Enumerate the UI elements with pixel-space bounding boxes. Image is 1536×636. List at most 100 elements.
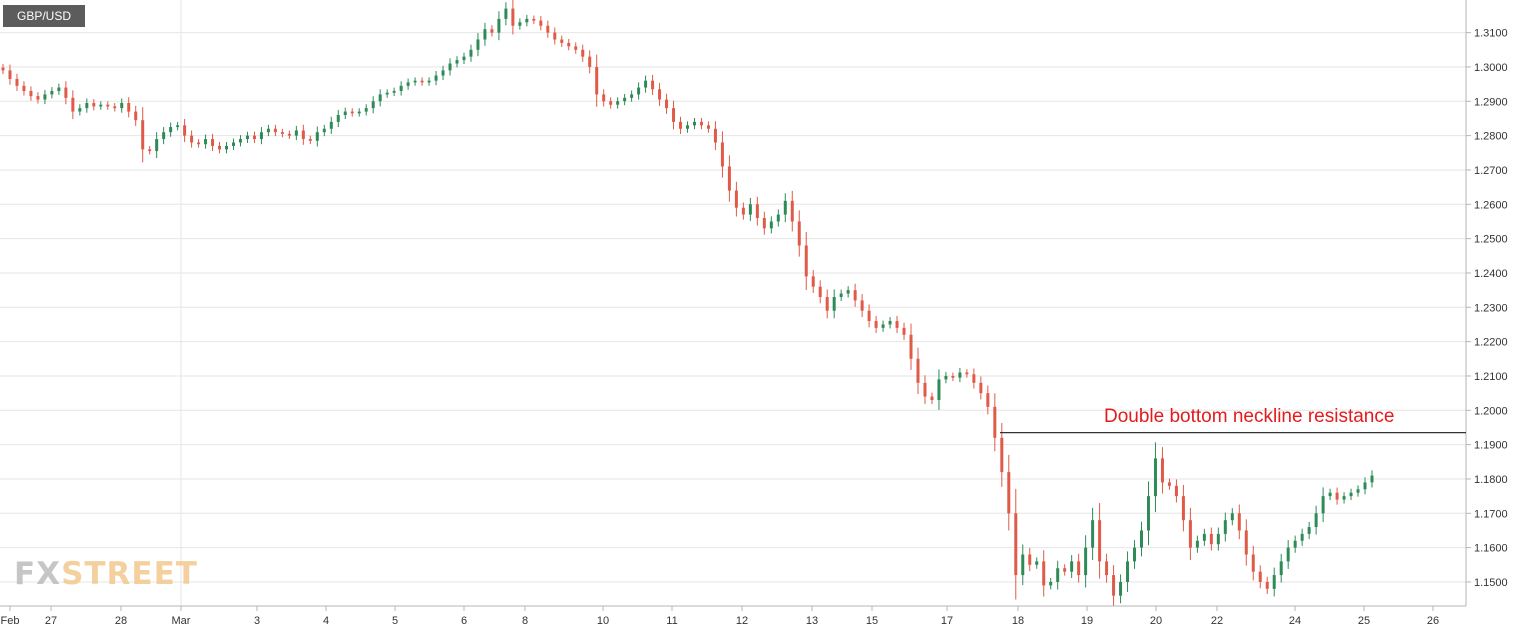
candle-body [616,101,620,105]
candle-body [937,379,941,400]
y-tick-label: 1.1800 [1474,474,1508,486]
candle-body [1223,520,1227,534]
candle-body [651,80,655,90]
candle-body [860,300,864,311]
candle-body [818,286,822,297]
candle-body [141,120,145,150]
candle-body [204,139,208,145]
candle-body [1174,485,1178,497]
candle-body [106,104,110,107]
candle-body [406,82,410,86]
y-tick-label: 1.2100 [1474,371,1508,383]
x-tick-label: 22 [1211,615,1223,627]
candle-body [315,132,319,141]
x-tick-label: 18 [1012,615,1024,627]
candle-body [637,87,641,95]
candle-body [1293,540,1297,548]
candle-body [909,334,913,359]
candle-body [364,108,368,112]
y-tick-label: 1.1900 [1474,440,1508,452]
y-tick-label: 1.1700 [1474,508,1508,520]
candle-body [1356,489,1360,493]
candle-body [252,135,256,140]
candle-body [490,29,494,33]
candle-body [1195,540,1199,548]
candle-body [169,127,173,133]
candle-body [546,25,550,33]
candle-body [1314,513,1318,528]
candle-body [902,327,906,335]
candle-body [245,135,249,140]
candle-body [399,85,403,91]
candle-body [1021,554,1025,576]
candle-body [727,166,731,191]
candle-body [301,130,305,140]
candle-body [769,221,773,229]
candle-body [8,70,12,79]
candle-body [266,128,270,133]
candle-body [1070,561,1074,572]
x-tick-label: 20 [1150,615,1162,627]
candle-body [1265,581,1269,589]
candle-body [1112,575,1116,596]
candle-body [50,90,54,95]
candle-body [832,296,836,311]
candle-body [1098,520,1102,562]
candle-body [581,49,585,57]
x-tick-label: 26 [1427,615,1439,627]
x-tick-label: 27 [45,615,57,627]
candle-body [162,132,166,140]
candle-body [15,78,19,86]
candle-body [392,90,396,93]
candle-body [287,133,291,136]
candle-body [357,111,361,114]
candle-body [741,207,745,215]
candle-body [343,111,347,116]
candle-body [993,406,997,438]
candle-body [1146,496,1150,531]
candle-body [1056,568,1060,582]
y-tick-label: 1.2900 [1474,96,1508,108]
candle-body [85,103,89,109]
candle-body [1049,581,1053,586]
x-tick-label: 25 [1358,615,1370,627]
candle-body [1237,513,1241,531]
candle-body [462,56,466,61]
candle-body [483,29,487,40]
candle-body [259,132,263,140]
candle-body [504,8,508,19]
candle-body [916,358,920,383]
candle-body [1202,533,1206,541]
candle-body [1007,472,1011,514]
candle-body [64,87,68,98]
candle-body [518,22,522,26]
candle-body [1042,561,1046,586]
candle-body [944,375,948,380]
candle-body [1244,530,1248,555]
candle-body [378,94,382,102]
y-tick-label: 1.2800 [1474,131,1508,143]
x-tick-label: 13 [806,615,818,627]
candle-body [665,99,669,109]
candle-body [846,290,850,294]
x-tick-label: 8 [522,615,528,627]
candle-body [1321,496,1325,514]
candle-body [1300,533,1304,541]
candle-body [231,142,235,146]
candle-body [853,290,857,301]
candle-body [895,321,899,328]
candle-body [1251,554,1255,572]
candle-body [706,125,710,129]
y-tick-label: 1.2400 [1474,268,1508,280]
y-tick-label: 1.1500 [1474,577,1508,589]
candle-body [762,218,766,229]
candle-body [1307,527,1311,534]
y-tick-label: 1.2500 [1474,234,1508,246]
candle-body [644,80,648,88]
candle-body [630,94,634,98]
candle-body [371,101,375,109]
candle-body [923,382,927,397]
candle-body [1077,561,1081,576]
candle-body [1105,561,1109,576]
candle-body [511,8,515,26]
